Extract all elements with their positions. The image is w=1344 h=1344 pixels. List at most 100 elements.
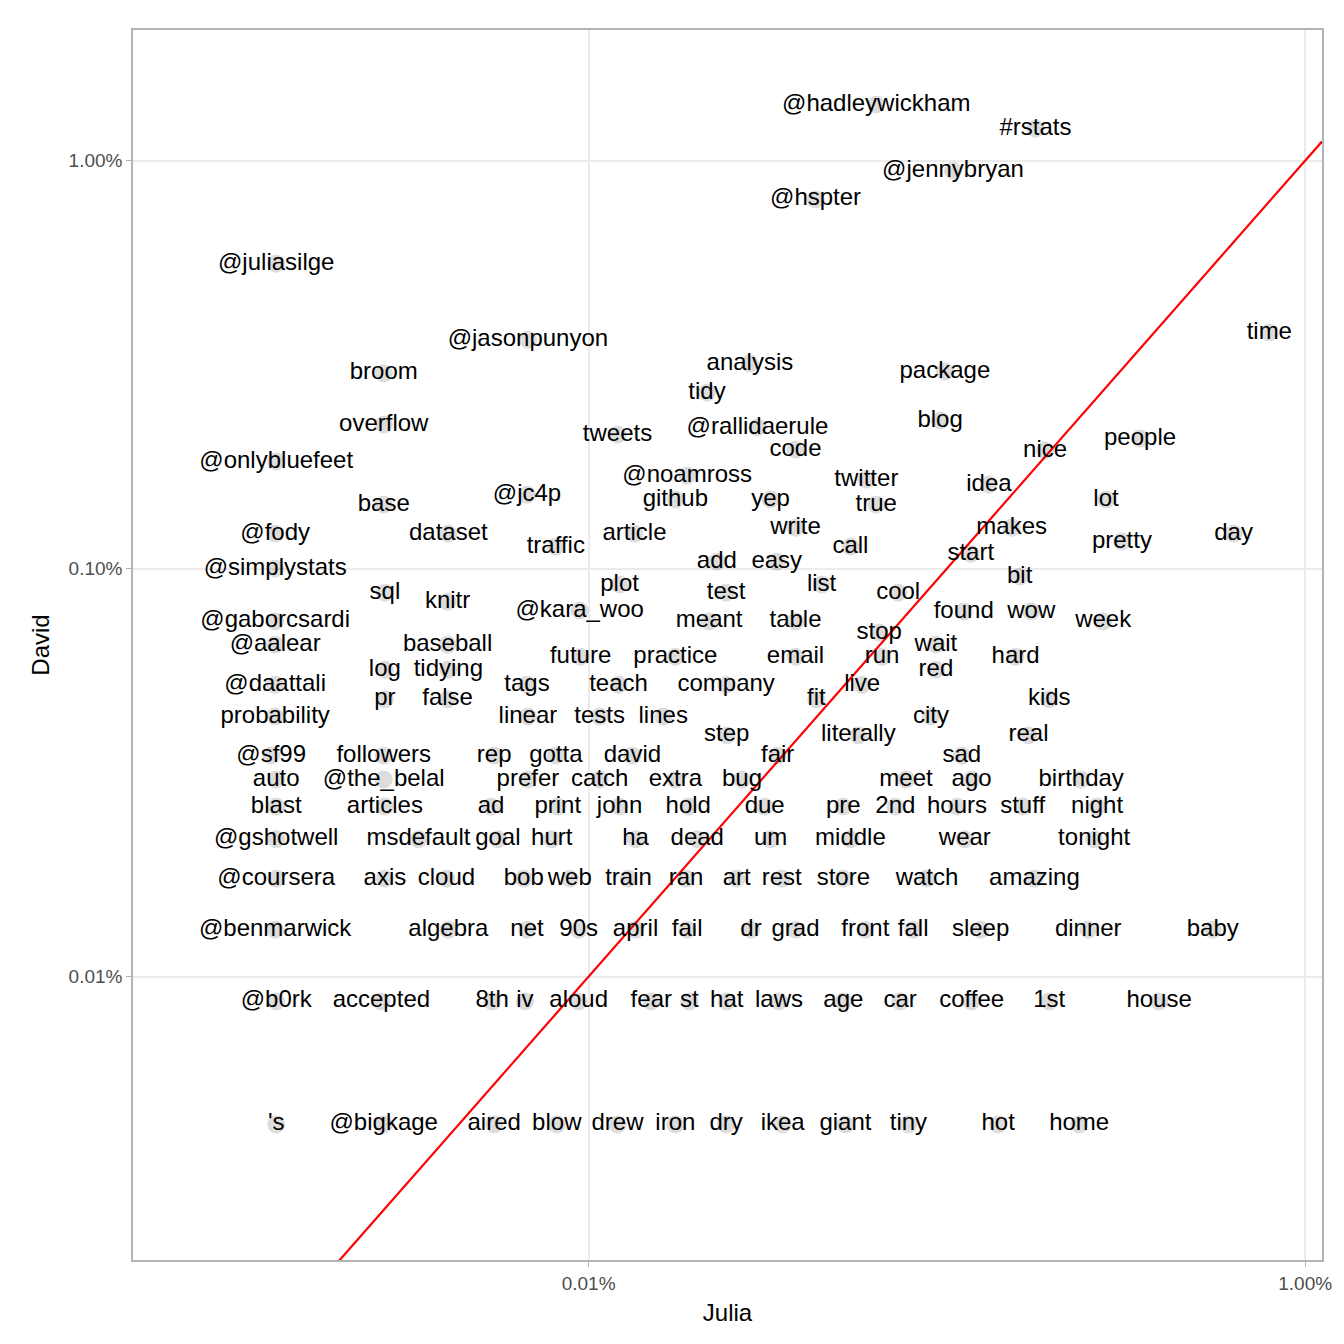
svg-text:prefer: prefer (497, 764, 560, 791)
svg-text:run: run (865, 641, 900, 668)
svg-text:@hadleywickham: @hadleywickham (782, 89, 970, 116)
svg-text:home: home (1049, 1108, 1109, 1135)
svg-text:teach: teach (589, 669, 648, 696)
svg-text:print: print (534, 791, 581, 818)
svg-text:catch: catch (571, 764, 628, 791)
svg-text:probability: probability (220, 701, 329, 728)
svg-text:@sf99: @sf99 (236, 740, 306, 767)
svg-text:auto: auto (253, 764, 300, 791)
svg-text:table: table (770, 605, 822, 632)
svg-text:false: false (422, 683, 473, 710)
svg-text:algebra: algebra (408, 914, 489, 941)
svg-text:fail: fail (672, 914, 703, 941)
svg-text:knitr: knitr (425, 586, 470, 613)
svg-text:rest: rest (762, 863, 802, 890)
svg-text:sleep: sleep (952, 914, 1009, 941)
svg-text:call: call (832, 531, 868, 558)
svg-text:hot: hot (981, 1108, 1015, 1135)
svg-text:@simplystats: @simplystats (204, 553, 347, 580)
svg-text:store: store (817, 863, 870, 890)
svg-text:@noamross: @noamross (622, 460, 752, 487)
svg-text:future: future (550, 641, 611, 668)
svg-text:stuff: stuff (1000, 791, 1045, 818)
svg-text:literally: literally (821, 719, 896, 746)
svg-text:st: st (680, 985, 699, 1012)
svg-text:@jasonpunyon: @jasonpunyon (448, 324, 608, 351)
svg-text:drew: drew (591, 1108, 644, 1135)
svg-text:write: write (769, 512, 821, 539)
svg-text:birthday: birthday (1038, 764, 1123, 791)
svg-text:log: log (369, 654, 401, 681)
svg-text:fear: fear (631, 985, 672, 1012)
svg-text:goal: goal (475, 823, 520, 850)
svg-text:followers: followers (336, 740, 431, 767)
svg-text:tweets: tweets (583, 419, 652, 446)
svg-text:ran: ran (669, 863, 704, 890)
svg-text:bob: bob (504, 863, 544, 890)
svg-text:middle: middle (815, 823, 886, 850)
svg-text:hours: hours (927, 791, 987, 818)
svg-text:@aalear: @aalear (230, 629, 321, 656)
svg-text:dinner: dinner (1055, 914, 1122, 941)
svg-text:1.00%: 1.00% (69, 150, 123, 171)
svg-text:tiny: tiny (890, 1108, 927, 1135)
svg-text:@daattali: @daattali (224, 669, 326, 696)
svg-text:hurt: hurt (531, 823, 573, 850)
svg-text:practice: practice (633, 641, 717, 668)
svg-text:art: art (723, 863, 751, 890)
svg-text:bug: bug (722, 764, 762, 791)
svg-text:front: front (841, 914, 889, 941)
svg-text:aloud: aloud (549, 985, 608, 1012)
svg-text:accepted: accepted (333, 985, 430, 1012)
svg-text:list: list (807, 569, 837, 596)
svg-text:@fody: @fody (240, 518, 310, 545)
svg-text:hold: hold (666, 791, 711, 818)
svg-text:um: um (754, 823, 787, 850)
svg-text:city: city (913, 701, 949, 728)
svg-text:stop: stop (856, 617, 901, 644)
svg-text:dr: dr (740, 914, 761, 941)
svg-text:twitter: twitter (834, 464, 898, 491)
svg-text:rep: rep (477, 740, 512, 767)
svg-text:axis: axis (364, 863, 407, 890)
svg-text:ha: ha (622, 823, 649, 850)
svg-text:tidy: tidy (688, 377, 725, 404)
svg-text:time: time (1247, 317, 1292, 344)
svg-text:hat: hat (710, 985, 744, 1012)
svg-text:@coursera: @coursera (217, 863, 335, 890)
svg-text:analysis: analysis (707, 348, 794, 375)
svg-text:articles: articles (347, 791, 423, 818)
svg-text:cloud: cloud (418, 863, 475, 890)
svg-text:wow: wow (1006, 596, 1056, 623)
svg-text:fall: fall (898, 914, 929, 941)
svg-text:David: David (27, 614, 54, 675)
svg-text:traffic: traffic (527, 531, 585, 558)
svg-text:david: david (604, 740, 661, 767)
svg-text:Julia: Julia (703, 1299, 753, 1326)
svg-text:live: live (844, 669, 880, 696)
svg-text:#rstats: #rstats (999, 113, 1071, 140)
svg-text:kids: kids (1028, 683, 1071, 710)
svg-text:bit: bit (1007, 561, 1033, 588)
svg-text:fair: fair (761, 740, 794, 767)
svg-text:package: package (899, 356, 990, 383)
svg-text:2nd: 2nd (875, 791, 915, 818)
svg-text:blow: blow (532, 1108, 582, 1135)
svg-text:cool: cool (876, 577, 920, 604)
svg-text:@kara_woo: @kara_woo (515, 595, 643, 622)
svg-text:@hspter: @hspter (770, 183, 861, 210)
svg-text:makes: makes (976, 512, 1047, 539)
svg-text:laws: laws (755, 985, 803, 1012)
svg-text:@juliasilge: @juliasilge (218, 248, 334, 275)
svg-text:@gaborcsardi: @gaborcsardi (200, 605, 350, 632)
svg-text:@benmarwick: @benmarwick (199, 914, 352, 941)
svg-text:lines: lines (639, 701, 688, 728)
svg-text:john: john (596, 791, 642, 818)
svg-text:amazing: amazing (989, 863, 1080, 890)
svg-text:hard: hard (992, 641, 1040, 668)
svg-text:dry: dry (709, 1108, 742, 1135)
svg-text:blog: blog (917, 405, 962, 432)
svg-text:red: red (919, 654, 954, 681)
svg-text:@jennybryan: @jennybryan (882, 155, 1024, 182)
svg-text:train: train (605, 863, 652, 890)
